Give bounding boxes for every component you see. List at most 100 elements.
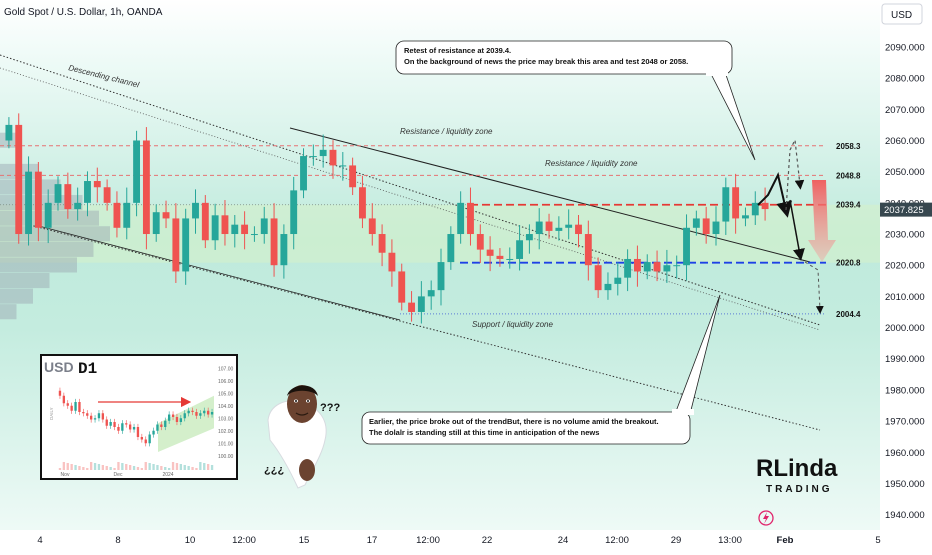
time-axis[interactable]: 4 8 10 12:00 15 17 12:00 22 24 12:00 29 13:00 Feb 5 — [37, 535, 880, 546]
candle-body — [584, 234, 592, 266]
inset-candle-body — [93, 418, 97, 420]
candle-body — [74, 202, 82, 210]
time-tick-label: 8 — [115, 535, 120, 546]
inset-candle-body — [210, 412, 214, 415]
inset-candle-body — [101, 413, 105, 420]
price-tick-label: 1990.000 — [885, 354, 925, 365]
time-tick-label: 24 — [558, 535, 569, 546]
candle-body — [408, 302, 415, 312]
level-label: 2039.4 — [836, 201, 861, 210]
inset-time-label: 2024 — [162, 472, 173, 478]
inset-tick-label: 101.00 — [218, 441, 234, 447]
trendline-resistance — [289, 127, 811, 263]
meme-face-icon — [287, 385, 317, 423]
candle-body — [702, 218, 710, 235]
inset-candle-body — [167, 414, 171, 421]
time-tick-label: 15 — [299, 535, 310, 546]
inset-volume-bar — [171, 462, 175, 470]
inset-volume-bar — [203, 463, 206, 470]
candle-body — [280, 234, 288, 266]
candle-body — [761, 202, 769, 210]
price-tick-label: 2080.000 — [885, 74, 925, 85]
currency-button-label: USD — [891, 10, 912, 21]
annotation-breakout-line2: The dolalr is standing still at this tim… — [369, 428, 599, 437]
inset-candle-body — [148, 434, 151, 444]
inset-candle-body — [164, 420, 167, 427]
inset-candle-body — [187, 410, 190, 414]
inset-volume-bar — [109, 467, 112, 470]
candle-body — [25, 171, 32, 235]
candle-body — [673, 265, 681, 267]
annotation-breakout[interactable]: Earlier, the price broke out of the tren… — [361, 294, 721, 445]
candle-body — [241, 224, 249, 235]
inset-volume-bar — [191, 467, 194, 470]
currency-button[interactable]: USD — [881, 3, 923, 25]
inset-volume-bar — [93, 463, 97, 470]
candle-body — [417, 296, 425, 312]
inset-tick-label: 102.00 — [218, 429, 234, 435]
candle-body — [516, 240, 524, 259]
candle-body — [329, 149, 337, 166]
candle-body — [467, 202, 474, 235]
level-label: 2058.3 — [836, 142, 861, 151]
inset-plot: 107.00 106.00 105.00 104.00 103.00 102.00 101.… — [58, 366, 234, 478]
candle-body — [192, 202, 199, 219]
volume-profile-bar — [0, 241, 94, 257]
inset-volume-bar — [82, 467, 85, 470]
candle-body — [250, 234, 258, 236]
inset-candle-body — [66, 403, 69, 406]
inset-candle-body — [125, 423, 128, 425]
bearish-red-arrow — [808, 180, 836, 262]
candle-body — [722, 187, 730, 222]
candle-body — [604, 283, 612, 291]
inset-volume-bar — [136, 467, 140, 470]
inset-tick-label: 106.00 — [218, 379, 234, 385]
time-tick-label: 12:00 — [232, 535, 256, 546]
support-zone-label: Support / liquidity zone — [472, 320, 553, 329]
channel-line-upper-2 — [0, 67, 821, 331]
candle-body — [624, 258, 632, 278]
inset-volume-bar — [206, 464, 210, 470]
time-tick-label: 22 — [482, 535, 493, 546]
candle-body — [633, 258, 641, 272]
candle-body — [437, 262, 445, 291]
annotation-retest[interactable]: Retest of resistance at 2039.4. On the b… — [395, 40, 756, 161]
time-tick-label: 4 — [37, 535, 42, 546]
resistance-zone-label-2: Resistance / liquidity zone — [545, 159, 638, 168]
price-tick-label: 2090.000 — [885, 42, 925, 53]
inset-volume-bar — [78, 466, 81, 470]
candle-body — [270, 218, 278, 266]
candle-body — [15, 124, 23, 235]
inset-volume-bar — [152, 464, 155, 470]
candle-body — [545, 221, 553, 231]
projection-dashed-up — [785, 137, 805, 211]
inset-volume-bar — [86, 468, 89, 470]
inset-volume-bar — [89, 462, 93, 470]
lightning-icon[interactable] — [758, 510, 774, 526]
annotation-retest-line1: Retest of resistance at 2039.4. — [404, 46, 511, 55]
inset-volume-bar — [70, 464, 73, 470]
candle-body — [742, 215, 749, 219]
level-label: 2004.4 — [836, 310, 861, 319]
time-tick-label: 13:00 — [718, 535, 742, 546]
inset-volume-bar — [66, 463, 69, 470]
volume-profile-bar — [0, 304, 17, 320]
candle-body — [152, 212, 160, 235]
annotation-breakout-line1: Earlier, the price broke out of the tren… — [369, 417, 659, 426]
volume-profile-bar — [0, 273, 50, 289]
inset-tick-label: 104.00 — [218, 404, 234, 410]
inset-side-label: DAILY — [49, 407, 54, 420]
inset-candle-body — [195, 412, 198, 416]
price-axis[interactable]: 2090.000 2080.000 2070.000 2060.000 2050.000… — [880, 42, 932, 521]
inset-volume-bar — [117, 462, 120, 470]
candle-body — [683, 227, 690, 266]
volume-profile-bar — [0, 288, 33, 304]
time-tick-label: 29 — [671, 535, 682, 546]
inset-candle-body — [183, 413, 186, 419]
projection-up-arrow — [757, 172, 793, 218]
inset-volume-bar — [105, 466, 108, 470]
projection-down-arrow — [789, 199, 805, 261]
candle-body — [84, 181, 91, 203]
time-tick-label: Feb — [777, 535, 794, 546]
